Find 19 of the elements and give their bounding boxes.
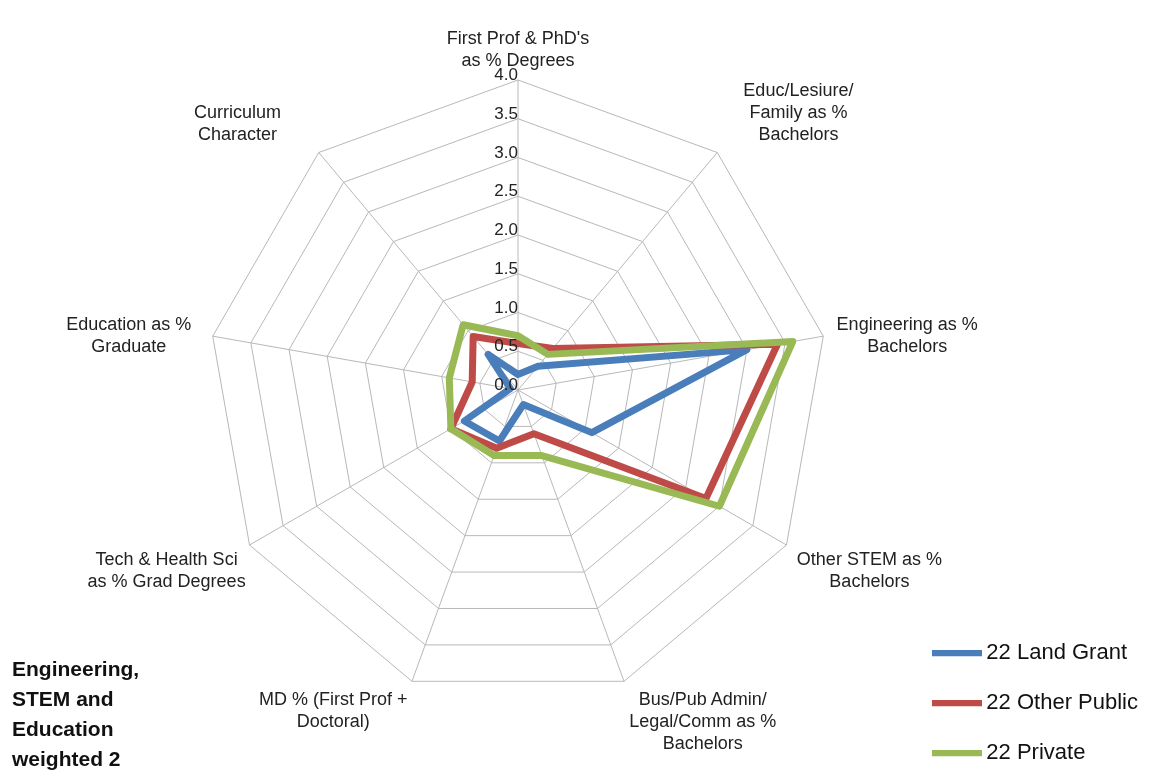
y-tick-label: 3.5: [494, 103, 518, 123]
spoke-label: Tech & Health Sci as % Grad Degrees: [87, 549, 246, 591]
y-tick-label: 2.5: [494, 181, 518, 201]
y-tick-label: 4.0: [494, 65, 518, 84]
spoke-label: Curriculum Character: [194, 102, 282, 145]
legend-label: 22 Other Public: [986, 688, 1138, 714]
legend-label: 22 Land Grant: [986, 638, 1128, 664]
spoke-label: Other STEM as % Bachelors: [796, 549, 942, 591]
spoke-label: Bus/Pub Admin/Legal/Comm as % Bachelors: [629, 688, 777, 753]
spoke-label: Engineering as % Bachelors: [836, 313, 978, 356]
text: Engineering, STEM and Education weighted 2: [12, 656, 141, 772]
y-tick-label: 2.0: [494, 220, 518, 239]
y-tick-label: 3.0: [494, 142, 518, 162]
spoke-label: Education as % Graduate: [66, 313, 192, 356]
spoke-label: MD % (First Prof + Doctoral): [258, 688, 408, 731]
y-tick-label: 1.0: [494, 297, 518, 317]
spoke-label: Educ/Lesiure/Family as % Bachelors: [743, 80, 854, 145]
legend-label: 22 Private: [986, 738, 1086, 764]
y-tick-label: 1.5: [494, 258, 518, 278]
